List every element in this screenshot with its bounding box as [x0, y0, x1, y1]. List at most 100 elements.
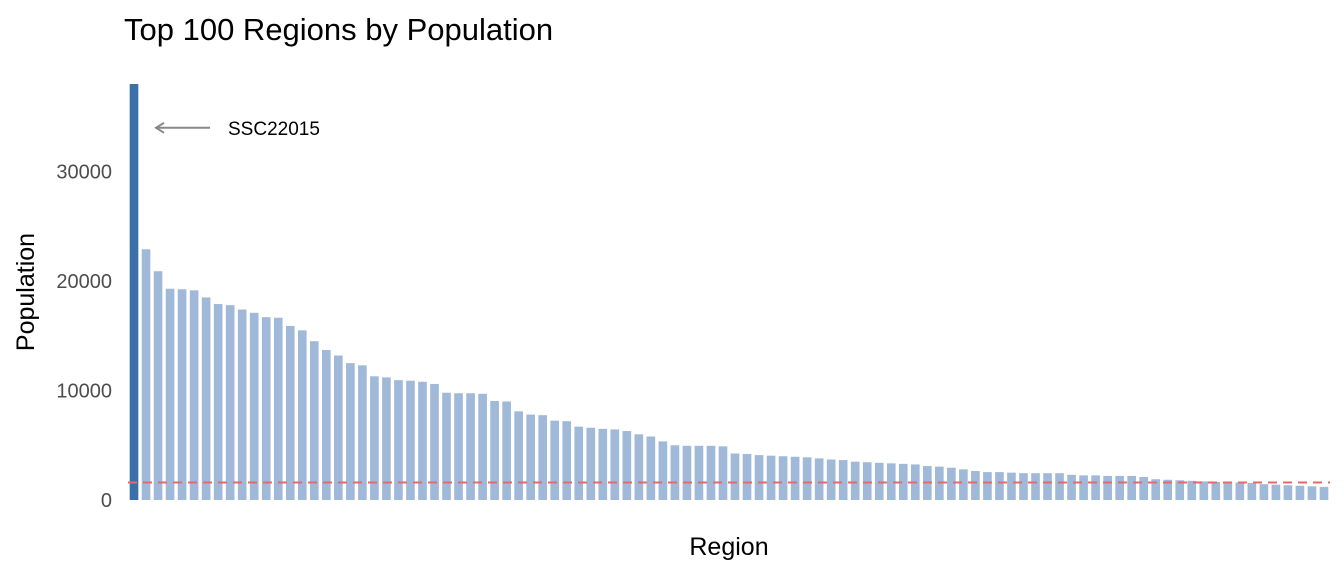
- bar: [1007, 472, 1016, 500]
- y-tick-label: 30000: [56, 162, 112, 184]
- bar: [622, 431, 632, 500]
- bar: [658, 441, 668, 500]
- bar: [598, 428, 608, 500]
- bar: [346, 363, 355, 500]
- bar: [466, 393, 475, 500]
- bar: [442, 392, 451, 500]
- bar: [526, 414, 535, 500]
- bar: [502, 401, 511, 500]
- bar: [718, 446, 728, 500]
- y-tick-label: 0: [101, 490, 112, 512]
- bar: [766, 455, 776, 500]
- bar: [382, 377, 391, 500]
- bar: [826, 459, 836, 500]
- bar: [322, 350, 331, 500]
- bar: [370, 376, 379, 500]
- bar: [1259, 484, 1269, 500]
- bar: [1211, 481, 1221, 500]
- bar: [189, 290, 199, 500]
- bar: [838, 460, 848, 500]
- bar: [1247, 483, 1257, 500]
- chart-title: Top 100 Regions by Population: [124, 12, 553, 47]
- bar: [1163, 479, 1173, 500]
- bar: [213, 304, 223, 500]
- bar: [670, 445, 680, 500]
- bar: [141, 249, 151, 500]
- bar: [646, 436, 656, 500]
- bar: [862, 462, 872, 500]
- bar: [802, 457, 812, 500]
- bar: [586, 427, 596, 500]
- bar: [418, 381, 427, 500]
- bar: [1091, 475, 1100, 500]
- bar: [1187, 480, 1197, 500]
- bar: [430, 383, 439, 500]
- arrowhead-icon: [154, 121, 165, 134]
- bar: [730, 453, 740, 500]
- bar: [850, 461, 860, 500]
- bar-group: [129, 84, 1329, 500]
- bar: [874, 462, 884, 500]
- bar: [1067, 474, 1076, 500]
- bar: [959, 469, 968, 500]
- bar: [514, 411, 523, 500]
- bar: [1307, 486, 1317, 500]
- bar: [562, 421, 572, 500]
- bar: [358, 365, 367, 500]
- y-axis-label: Population: [12, 233, 40, 351]
- bar: [490, 400, 499, 500]
- bar: [249, 312, 259, 500]
- bar: [550, 420, 560, 500]
- y-tick-label: 20000: [56, 271, 112, 293]
- bar-highlighted: [129, 84, 139, 500]
- bar: [1151, 479, 1161, 500]
- bar: [754, 455, 764, 500]
- bar: [574, 426, 584, 500]
- bar: [947, 467, 956, 500]
- bar: [309, 341, 319, 500]
- bar: [225, 305, 235, 500]
- bar: [814, 458, 824, 500]
- bar: [478, 393, 487, 500]
- bar: [1115, 475, 1124, 500]
- bar: [538, 415, 548, 500]
- bar: [1319, 486, 1329, 500]
- bar: [177, 289, 187, 500]
- bar: [1031, 473, 1040, 500]
- bar: [1175, 480, 1185, 500]
- x-axis-label: Region: [689, 533, 768, 561]
- bar: [742, 454, 752, 500]
- bar: [886, 463, 896, 500]
- bar: [610, 429, 620, 500]
- bar: [1043, 473, 1052, 500]
- bar: [983, 472, 992, 500]
- bar: [454, 393, 463, 500]
- bar: [1271, 484, 1281, 500]
- bar: [971, 470, 980, 500]
- bar: [694, 445, 704, 500]
- bar: [1139, 477, 1149, 500]
- bar: [1019, 473, 1028, 500]
- bar: [1295, 485, 1305, 500]
- bar: [1127, 475, 1136, 500]
- bar: [394, 380, 403, 500]
- bar: [1199, 481, 1209, 500]
- bar: [165, 288, 175, 500]
- bar: [634, 434, 644, 500]
- bar: [898, 463, 908, 500]
- bar: [1223, 481, 1233, 500]
- annotation-group: SSC22015: [154, 119, 320, 140]
- annotation-label: SSC22015: [228, 119, 320, 140]
- y-axis: 0 10000 20000 30000: [56, 162, 112, 512]
- bar: [1079, 475, 1088, 500]
- bar: [778, 456, 788, 500]
- bar: [1103, 475, 1112, 500]
- bar: [790, 456, 800, 500]
- bar: [285, 325, 295, 500]
- y-tick-label: 10000: [56, 381, 112, 403]
- bar: [297, 330, 307, 500]
- bar: [1055, 473, 1064, 500]
- bar: [273, 317, 283, 500]
